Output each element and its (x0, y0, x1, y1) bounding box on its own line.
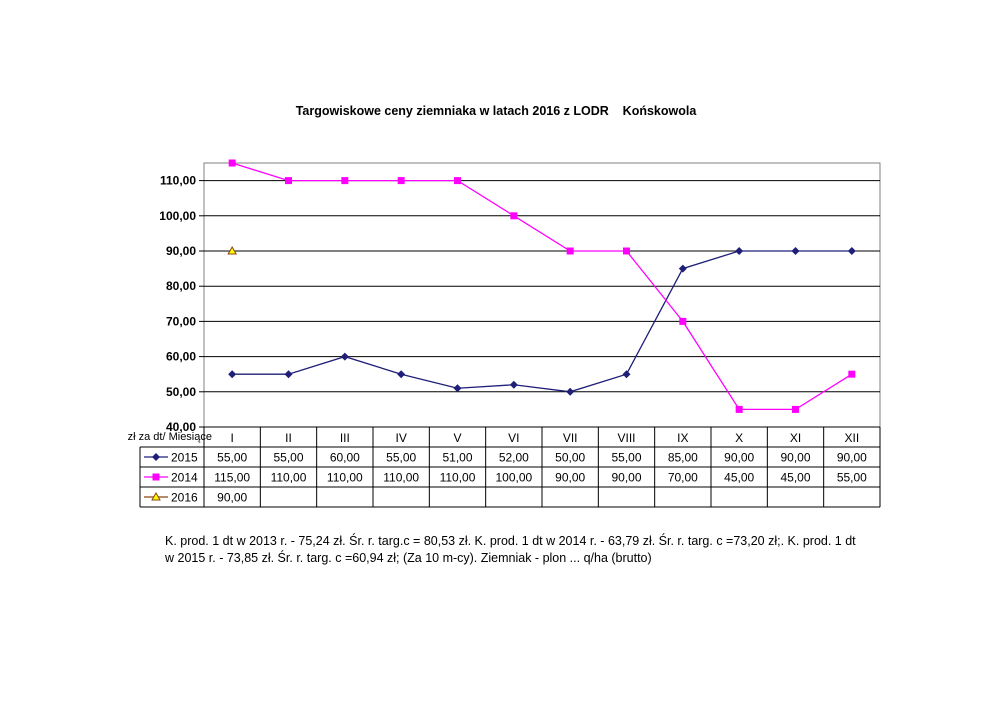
point-2015 (678, 264, 687, 273)
point-2014 (848, 370, 856, 378)
data-label: 45,00 (724, 471, 754, 485)
point-2015 (340, 352, 349, 361)
x-tick-label: XI (790, 431, 801, 445)
data-label: 45,00 (780, 471, 810, 485)
y-tick-label: 100,00 (159, 209, 196, 223)
y-tick-label: 110,00 (160, 174, 196, 188)
data-label: 110,00 (440, 471, 476, 485)
legend-label-2015: 2015 (171, 451, 198, 465)
point-2015 (791, 247, 800, 255)
data-label: 70,00 (668, 471, 698, 485)
point-2014 (792, 405, 799, 413)
data-label: 55,00 (273, 451, 303, 465)
x-tick-label: IX (677, 431, 688, 445)
point-2015 (847, 247, 856, 255)
data-label: 55,00 (611, 451, 641, 465)
data-label: 100,00 (495, 471, 532, 485)
point-2014 (510, 212, 518, 220)
data-label: 110,00 (271, 471, 307, 485)
y-tick-label: 50,00 (166, 385, 196, 399)
point-2014 (623, 247, 630, 255)
data-label: 55,00 (837, 471, 867, 485)
point-2014 (285, 177, 292, 185)
point-2015 (397, 370, 406, 379)
y-axis-label: zł za dt/ Miesiące (128, 431, 212, 443)
data-label: 55,00 (386, 451, 416, 465)
point-2015 (735, 247, 744, 255)
y-tick-label: 80,00 (166, 279, 196, 293)
plot-area (203, 162, 881, 428)
data-label: 110,00 (327, 471, 363, 485)
point-2014 (735, 405, 743, 413)
legend-label-2014: 2014 (171, 471, 198, 485)
x-tick-label: VI (508, 431, 519, 445)
legend-label-2016: 2016 (171, 491, 198, 505)
data-label: 90,00 (611, 471, 641, 485)
data-label: 51,00 (442, 451, 472, 465)
series-line-2014 (231, 162, 853, 411)
data-label: 90,00 (217, 491, 247, 505)
production-cost-note: K. prod. 1 dt w 2013 r. - 75,24 zł. Śr. … (165, 534, 856, 565)
x-tick-label: XII (844, 431, 859, 445)
price-chart: 40,00 50,00 60,00 70,00 80,00 90,00 100,00 110,… (128, 159, 881, 508)
x-tick-label: III (340, 431, 350, 445)
point-2015 (228, 370, 237, 379)
x-tick-label: VIII (617, 431, 635, 445)
x-tick-label: VII (563, 431, 578, 445)
point-2014 (341, 177, 349, 185)
data-label: 115,00 (214, 471, 250, 485)
data-label: 90,00 (724, 451, 754, 465)
x-tick-label: IV (395, 431, 406, 445)
point-2016 (227, 245, 238, 255)
point-2014 (152, 473, 160, 481)
chart-title: Targowiskowe ceny ziemniaka w latach 201… (295, 104, 697, 118)
y-tick-label: 70,00 (166, 314, 196, 328)
x-tick-label: I (230, 431, 233, 445)
data-label: 50,00 (555, 451, 585, 465)
point-2015 (566, 387, 575, 396)
x-tick-label: V (453, 431, 461, 445)
point-2014 (397, 177, 405, 185)
point-2016 (151, 491, 161, 501)
y-tick-label: 60,00 (166, 350, 196, 364)
x-tick-label: II (285, 431, 292, 445)
x-tick-label: X (735, 431, 743, 445)
point-2014 (679, 317, 687, 325)
point-2015 (152, 453, 160, 461)
data-label: 90,00 (555, 471, 585, 485)
data-label: 52,00 (499, 451, 529, 465)
point-2015 (509, 380, 518, 389)
series-line-2015 (232, 250, 852, 393)
point-2015 (453, 384, 462, 393)
point-2014 (228, 159, 236, 167)
y-tick-label: 40,00 (166, 420, 196, 434)
point-2014 (566, 247, 574, 255)
point-2014 (454, 177, 461, 185)
data-label: 90,00 (780, 451, 810, 465)
data-label: 110,00 (383, 471, 419, 485)
data-label: 55,00 (217, 451, 247, 465)
point-2015 (622, 370, 631, 379)
data-label: 60,00 (330, 451, 360, 465)
point-2015 (284, 370, 293, 379)
y-tick-label: 90,00 (166, 244, 196, 258)
data-label: 90,00 (837, 451, 867, 465)
data-label: 85,00 (668, 451, 698, 465)
